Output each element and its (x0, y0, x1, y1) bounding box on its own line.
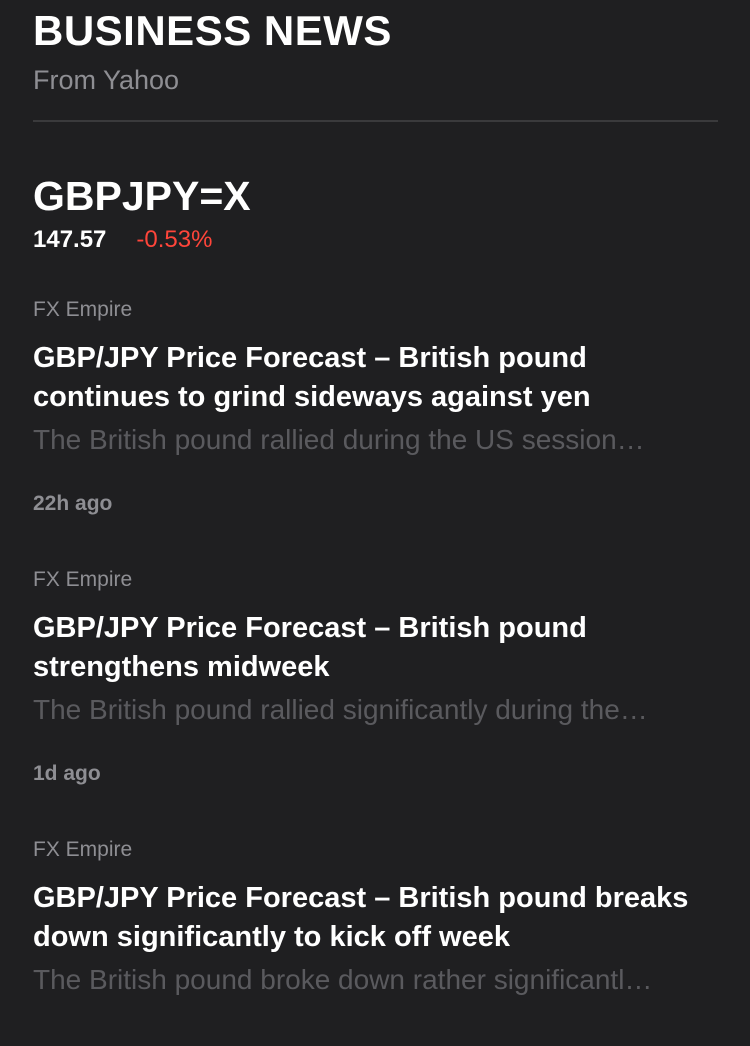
page-title: BUSINESS NEWS (33, 7, 392, 54)
ticker-symbol: GBPJPY=X (33, 173, 251, 219)
ticker-change: -0.53% (136, 226, 213, 253)
article-headline[interactable]: GBP/JPY Price Forecast – British pound c… (33, 342, 591, 413)
ticker-quote[interactable]: GBPJPY=X 147.57 -0.53% (33, 172, 251, 254)
widget-header: BUSINESS NEWS From Yahoo (33, 8, 718, 96)
article-headline[interactable]: GBP/JPY Price Forecast – British pound b… (33, 882, 689, 953)
article-summary: The British pound broke down rather sign… (33, 964, 653, 995)
article-source: FX Empire (33, 568, 133, 591)
article-source: FX Empire (33, 838, 133, 861)
quote-row: 147.57 -0.53% (33, 226, 251, 254)
ticker-price: 147.57 (33, 226, 107, 253)
header-divider (33, 120, 718, 122)
news-article[interactable]: FX Empire GBP/JPY Price Forecast – Briti… (33, 297, 718, 517)
article-headline[interactable]: GBP/JPY Price Forecast – British pound s… (33, 612, 587, 683)
article-summary: The British pound rallied during the US … (33, 424, 645, 455)
article-time: 22h ago (33, 492, 113, 515)
page-subtitle: From Yahoo (33, 65, 180, 95)
news-article[interactable]: FX Empire GBP/JPY Price Forecast – Briti… (33, 837, 718, 997)
article-summary: The British pound rallied significantly … (33, 694, 648, 725)
article-source: FX Empire (33, 298, 133, 321)
news-article[interactable]: FX Empire GBP/JPY Price Forecast – Briti… (33, 567, 718, 787)
article-time: 1d ago (33, 762, 101, 785)
